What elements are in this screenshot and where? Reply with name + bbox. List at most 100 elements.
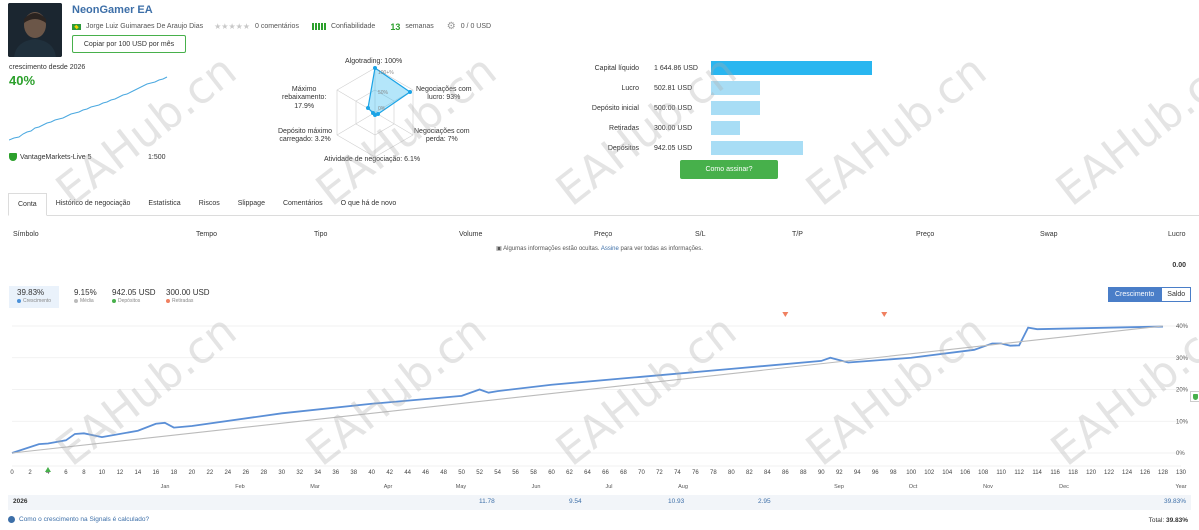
capital-row-label: Lucro xyxy=(621,84,639,92)
month-label: Dec xyxy=(1059,484,1069,490)
col-swap[interactable]: Swap xyxy=(1040,231,1058,238)
x-tick-label: 28 xyxy=(260,470,267,476)
x-tick-label: 80 xyxy=(728,470,735,476)
tab-comments[interactable]: Comentários xyxy=(282,200,323,207)
stat-growth[interactable]: 39.83% Crescimento xyxy=(9,286,60,308)
signal-title[interactable]: NeonGamer EA xyxy=(72,4,153,16)
col-type[interactable]: Tipo xyxy=(314,231,328,238)
x-tick-label: 18 xyxy=(171,470,178,476)
x-tick-label: 102 xyxy=(924,470,935,476)
tab-trade-history[interactable]: Histórico de negociação xyxy=(55,200,131,207)
author-name[interactable]: Jorge Luiz Guimaraes De Araujo Dias xyxy=(86,23,204,30)
balance-mode-button[interactable]: Saldo xyxy=(1161,287,1192,302)
capital-row-value: 300.00 USD xyxy=(654,124,693,132)
x-tick-label: 26 xyxy=(242,470,249,476)
reliability-label: Confiabilidade xyxy=(330,23,376,30)
radar-tick-100: 100+% xyxy=(378,70,394,76)
capital-row-bar xyxy=(711,81,760,95)
growth-help-link[interactable]: Como o crescimento na Signals é calculad… xyxy=(8,516,149,523)
col-price-close[interactable]: Preço xyxy=(916,231,935,238)
x-tick-label: 96 xyxy=(872,470,879,476)
col-symbol[interactable]: Símbolo xyxy=(13,231,39,238)
average-dot-icon xyxy=(74,299,78,303)
stat-deposits[interactable]: 942.05 USD Depósitos xyxy=(112,288,156,304)
x-tick-label: 106 xyxy=(960,470,971,476)
signal-meta: Jorge Luiz Guimaraes De Araujo Dias ★★★★… xyxy=(72,21,491,32)
tab-slippage[interactable]: Slippage xyxy=(237,200,265,207)
x-tick-label: 58 xyxy=(530,470,537,476)
broker-info[interactable]: VantageMarkets-Live 5 xyxy=(9,153,91,161)
stat-average[interactable]: 9.15% Média xyxy=(74,288,97,304)
month-label: Sep xyxy=(834,484,844,490)
month-label: Aug xyxy=(678,484,688,490)
x-tick-label: 38 xyxy=(350,470,357,476)
y-tick-label: 0% xyxy=(1176,451,1185,457)
yearly-growth-row: 2026 11.78 9.54 10.93 2.95 39.83% xyxy=(8,495,1191,510)
provider-avatar[interactable] xyxy=(8,3,62,57)
radar-label-algotrading: Algotrading: 100% xyxy=(345,58,403,65)
capital-row: Depósito inicial 500.00 USD xyxy=(560,101,940,115)
subscribe-link[interactable]: Assine xyxy=(600,246,619,252)
x-tick-label: 8 xyxy=(82,470,86,476)
comments-count[interactable]: 0 comentários xyxy=(254,23,299,30)
shield-icon xyxy=(1193,394,1198,400)
growth-mode-button[interactable]: Crescimento xyxy=(1108,287,1162,302)
radar-label-profit-trades: Negociações com lucro: 93% xyxy=(416,86,472,102)
col-sl[interactable]: S/L xyxy=(695,231,706,238)
col-time[interactable]: Tempo xyxy=(196,231,218,238)
month-label: Oct xyxy=(909,484,918,490)
month-label: Feb xyxy=(235,484,244,490)
x-tick-label: 98 xyxy=(890,470,897,476)
tab-risks[interactable]: Riscos xyxy=(198,200,220,207)
x-tick-label: 54 xyxy=(494,470,501,476)
chart-mode-toggle: Crescimento Saldo xyxy=(1108,287,1192,302)
broker-server[interactable]: VantageMarkets-Live 5 xyxy=(20,153,92,161)
col-tp[interactable]: T/P xyxy=(792,231,803,238)
side-shield-badge[interactable] xyxy=(1190,391,1199,402)
watermark: EAHub.cn xyxy=(1046,44,1199,217)
year-total-value: 39.83% xyxy=(1163,498,1186,505)
brazil-flag-icon xyxy=(72,23,81,30)
hidden-info-notice: ▣ Algumas informações estão ocultas. Ass… xyxy=(496,246,703,252)
x-tick-label: 64 xyxy=(584,470,591,476)
capital-row: Capital líquido 1 644.86 USD xyxy=(560,61,940,75)
capital-row-bar xyxy=(711,141,803,155)
deposit-marker-icon xyxy=(44,467,51,472)
subscribers-value: 0 / 0 USD xyxy=(460,23,492,30)
capital-row: Retiradas 300.00 USD xyxy=(560,121,940,135)
x-tick-label: 88 xyxy=(800,470,807,476)
x-tick-label: 126 xyxy=(1140,470,1151,476)
col-profit[interactable]: Lucro xyxy=(1168,231,1186,238)
radar-label-deposit-load: Depósito máximo carregado: 3.2% xyxy=(278,128,333,144)
stat-withdrawals[interactable]: 300.00 USD Retiradas xyxy=(166,288,210,304)
withdrawal-marker-icon xyxy=(881,312,888,317)
x-tick-label: 24 xyxy=(224,470,231,476)
month-label: Mar xyxy=(310,484,320,490)
radar-label-activity: Atividade de negociação: 6.1% xyxy=(324,156,421,163)
tab-conta[interactable]: Conta xyxy=(8,193,47,216)
x-tick-label: 122 xyxy=(1104,470,1115,476)
growth-dot-icon xyxy=(17,299,21,303)
growth-sparkline xyxy=(9,76,168,141)
tab-whats-new[interactable]: O que há de novo xyxy=(340,200,397,207)
capital-row-bar xyxy=(711,121,740,135)
copy-signal-button[interactable]: Copiar por 100 USD por mês xyxy=(72,35,186,53)
how-to-subscribe-button[interactable]: Como assinar? xyxy=(680,160,778,179)
x-tick-label: 74 xyxy=(674,470,681,476)
col-price-open[interactable]: Preço xyxy=(594,231,613,238)
x-tick-label: 50 xyxy=(458,470,465,476)
x-tick-label: 124 xyxy=(1122,470,1133,476)
tab-statistics[interactable]: Estatística xyxy=(148,200,181,207)
month-label: Jan xyxy=(161,484,170,490)
col-volume[interactable]: Volume xyxy=(459,231,483,238)
x-tick-label: 118 xyxy=(1068,470,1078,476)
x-tick-label: 94 xyxy=(854,470,861,476)
trade-total: 0.00 xyxy=(1172,262,1186,269)
capital-row-bar xyxy=(711,101,760,115)
month-label: Jun xyxy=(532,484,541,490)
capital-row-label: Retiradas xyxy=(609,124,639,132)
help-icon xyxy=(8,516,15,523)
capital-row-bar xyxy=(711,61,872,75)
x-tick-label: 2 xyxy=(28,470,32,476)
x-tick-label: 48 xyxy=(440,470,447,476)
